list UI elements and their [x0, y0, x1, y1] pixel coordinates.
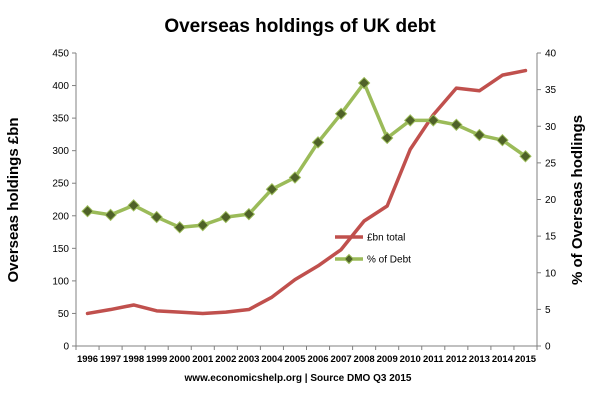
series-line-bn-total: [85, 68, 528, 316]
x-tick-label: 2006: [307, 354, 328, 365]
series-point-pct-debt: [150, 210, 163, 224]
y2-tick-label: 30: [545, 122, 557, 133]
series-point-pct-debt: [496, 133, 509, 147]
series-point-pct-debt: [311, 136, 325, 149]
x-tick-label: 2007: [331, 354, 352, 365]
y2-tick-label: 0: [545, 342, 551, 353]
x-tick-label: 1996: [77, 354, 98, 365]
x-tick-label: 2015: [515, 354, 537, 365]
y2-axis-label: % of Overseas hodlings: [569, 115, 586, 285]
series-point-pct-debt: [173, 221, 186, 234]
y-tick-label: 400: [52, 81, 69, 92]
series-point-pct-debt: [450, 118, 463, 131]
legend-marker-pct-debt: [343, 253, 355, 265]
series-point-pct-debt: [288, 171, 302, 184]
series-point-pct-debt: [127, 199, 140, 212]
x-tick-label: 2013: [469, 354, 490, 365]
source-note: www.economicshelp.org | Source DMO Q3 20…: [184, 373, 412, 384]
y-tick-label: 350: [52, 114, 69, 125]
series-point-pct-debt: [357, 76, 371, 90]
x-tick-label: 2011: [423, 354, 444, 365]
x-tick-label: 2010: [400, 354, 421, 365]
legend-label-bn-total: £bn total: [367, 233, 405, 244]
x-tick-label: 2008: [354, 354, 375, 365]
y2-tick-label: 20: [545, 195, 557, 206]
y2-tick-label: 5: [545, 305, 551, 316]
x-tick-label: 2003: [238, 354, 259, 365]
y-tick-label: 150: [52, 244, 69, 255]
series-point-pct-debt: [219, 210, 233, 224]
x-tick-label: 2009: [377, 354, 398, 365]
series-point-pct-debt: [427, 114, 440, 127]
y-axis-label: Overseas holdings £bn: [5, 117, 22, 282]
y2-tick-label: 15: [545, 232, 557, 243]
x-tick-label: 2005: [284, 354, 306, 365]
y-tick-label: 0: [63, 342, 69, 353]
x-tick-label: 2012: [446, 354, 467, 365]
x-tick-label: 2004: [261, 354, 283, 365]
y2-tick-label: 35: [545, 85, 557, 96]
series-point-pct-debt: [519, 150, 532, 163]
y2-tick-label: 25: [545, 158, 557, 169]
y2-tick-label: 10: [545, 268, 557, 279]
series-point-pct-debt: [265, 183, 279, 196]
series-line-pct-debt: [85, 81, 528, 230]
series-point-pct-debt: [242, 207, 256, 221]
x-tick-label: 2001: [192, 354, 214, 365]
x-tick-label: 1997: [100, 354, 121, 365]
y-tick-label: 450: [52, 49, 69, 60]
series-point-pct-debt: [81, 205, 94, 218]
legend-label-pct-debt: % of Debt: [367, 255, 411, 266]
chart-title: Overseas holdings of UK debt: [164, 16, 436, 37]
x-tick-label: 1998: [123, 354, 144, 365]
series-point-pct-debt: [334, 107, 348, 121]
y-tick-label: 100: [52, 276, 69, 287]
series-point-pct-debt: [196, 218, 209, 232]
y-tick-label: 200: [52, 211, 69, 222]
y-tick-label: 300: [52, 146, 69, 157]
y-tick-label: 50: [58, 309, 70, 320]
x-tick-label: 1999: [146, 354, 167, 365]
series-point-pct-debt: [380, 131, 394, 145]
series-point-pct-debt: [404, 114, 417, 127]
series-point-pct-debt: [473, 128, 486, 142]
x-tick-label: 2014: [492, 354, 514, 365]
series-point-pct-debt: [104, 208, 117, 222]
plot-area: 0 50 100 150 200 250 300 350 400 450 0 5 10 15 20 25 30 3…: [52, 49, 556, 366]
y2-tick-label: 40: [545, 49, 557, 60]
x-tick-label: 2002: [215, 354, 236, 365]
y-tick-label: 250: [52, 179, 69, 190]
x-tick-label: 2000: [169, 354, 190, 365]
